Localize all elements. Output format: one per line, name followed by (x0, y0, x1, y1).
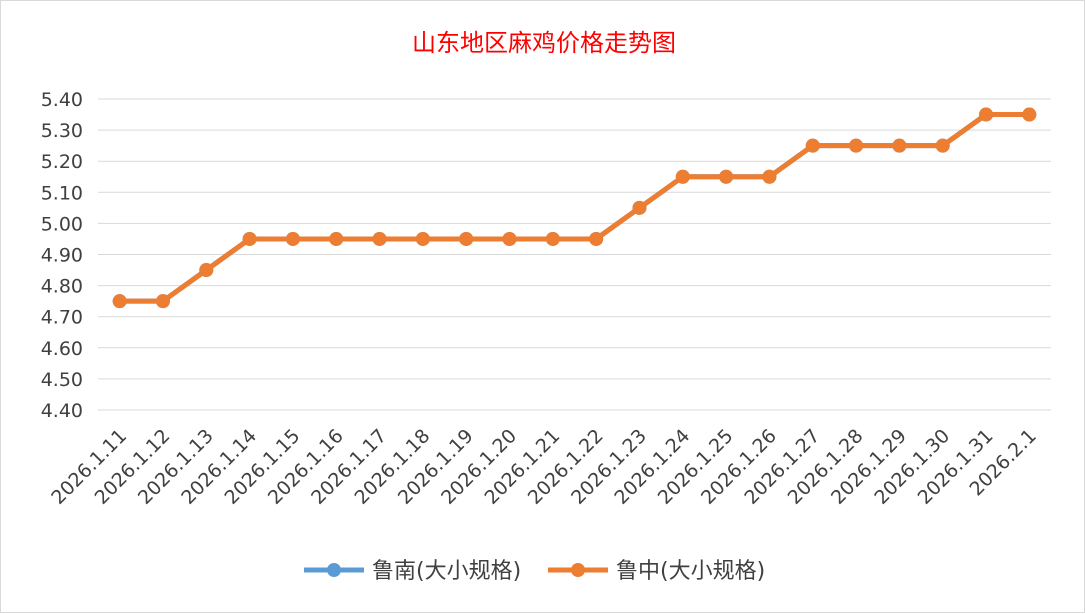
data-point (762, 169, 777, 184)
series-lines (112, 107, 1037, 309)
series-line (119, 112, 1030, 304)
data-point (242, 231, 257, 246)
gridlines (98, 98, 1051, 411)
data-point (892, 138, 907, 153)
y-tick-label: 5.40 (41, 89, 83, 111)
legend-label: 鲁中(大小规格) (616, 559, 765, 584)
data-point (1022, 107, 1037, 122)
legend-marker (327, 563, 341, 577)
legend-entry-1: 鲁南(大小规格) (304, 559, 521, 584)
y-tick-label: 4.80 (41, 276, 83, 298)
y-tick-label: 5.20 (41, 151, 83, 173)
y-tick-label: 5.10 (41, 182, 83, 204)
legend-label: 鲁南(大小规格) (372, 559, 521, 584)
data-point (372, 231, 387, 246)
data-point (415, 231, 430, 246)
data-point (719, 169, 734, 184)
data-point (935, 138, 950, 153)
y-axis-ticks: 4.40 4.50 4.60 4.70 4.80 4.90 5.00 5.10 5.20 5.30… (41, 89, 83, 422)
y-tick-label: 4.70 (41, 307, 83, 329)
data-point (849, 138, 864, 153)
y-tick-label: 4.60 (41, 338, 83, 360)
data-point (589, 231, 604, 246)
data-point (199, 263, 214, 278)
series-line (119, 112, 1030, 304)
legend-entry-2: 鲁中(大小规格) (548, 559, 765, 584)
legend: 鲁南(大小规格) 鲁中(大小规格) (304, 559, 765, 584)
data-point (502, 231, 517, 246)
series-2 (112, 107, 1037, 309)
data-point (329, 231, 344, 246)
data-point (155, 294, 170, 309)
x-axis-ticks: 2026.1.112026.1.122026.1.132026.1.142026… (47, 425, 1041, 509)
data-point (459, 231, 474, 246)
data-point (805, 138, 820, 153)
series-1 (112, 107, 1037, 309)
data-point (545, 231, 560, 246)
data-point (979, 107, 994, 122)
chart-title: 山东地区麻鸡价格走势图 (412, 29, 676, 57)
data-point (112, 294, 127, 309)
legend-marker (571, 563, 585, 577)
y-tick-label: 4.40 (41, 400, 83, 422)
y-tick-label: 5.00 (41, 213, 83, 235)
y-tick-label: 4.90 (41, 245, 83, 267)
y-tick-label: 4.50 (41, 369, 83, 391)
data-point (675, 169, 690, 184)
y-tick-label: 5.30 (41, 120, 83, 142)
data-point (285, 231, 300, 246)
data-point (632, 200, 647, 215)
